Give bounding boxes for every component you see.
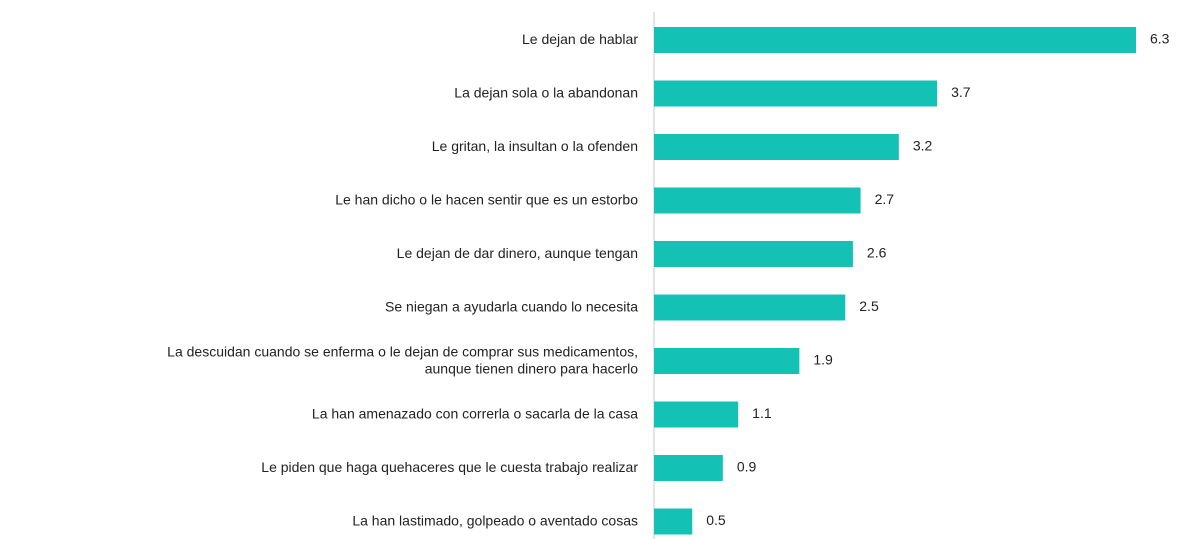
bar [654, 348, 800, 374]
value-label: 0.5 [706, 512, 726, 528]
category-label-line: Le piden que haga quehaceres que le cues… [261, 459, 638, 475]
category-label-line: La descuidan cuando se enferma o le deja… [167, 343, 638, 359]
category-label-line: Le dejan de hablar [522, 31, 638, 47]
category-label-line: La han amenazado con correrla o sacarla … [312, 405, 638, 421]
bar [654, 508, 693, 535]
value-label: 3.2 [913, 138, 933, 154]
value-label: 3.7 [951, 84, 971, 100]
value-label: 2.7 [875, 191, 895, 207]
category-label-line: Le gritan, la insultan o la ofenden [432, 138, 638, 154]
category-label-line: Le dejan de dar dinero, aunque tengan [397, 245, 638, 261]
bar [654, 241, 853, 267]
category-label: Se niegan a ayudarla cuando lo necesita [385, 298, 638, 314]
category-label: La descuidan cuando se enferma o le deja… [167, 343, 638, 376]
value-label: 1.1 [752, 405, 772, 421]
category-label: La han lastimado, golpeado o aventado co… [352, 512, 638, 528]
category-label: La han amenazado con correrla o sacarla … [312, 405, 638, 421]
bar [654, 27, 1136, 53]
bar [654, 187, 861, 214]
bar [654, 134, 899, 160]
value-label: 2.6 [867, 245, 887, 261]
category-label-line: La dejan sola o la abandonan [454, 84, 638, 100]
category-label: Le dejan de dar dinero, aunque tengan [397, 245, 638, 261]
category-label-line: aunque tienen dinero para hacerlo [425, 360, 638, 376]
category-label: La dejan sola o la abandonan [454, 84, 638, 100]
value-label: 6.3 [1150, 31, 1170, 47]
value-label: 0.9 [737, 459, 757, 475]
category-label-line: Se niegan a ayudarla cuando lo necesita [385, 298, 638, 314]
bar [654, 294, 846, 321]
category-label-line: La han lastimado, golpeado o aventado co… [352, 512, 638, 528]
category-label: Le gritan, la insultan o la ofenden [432, 138, 638, 154]
bar [654, 455, 723, 481]
value-label: 1.9 [813, 352, 833, 368]
category-label: Le piden que haga quehaceres que le cues… [261, 459, 638, 475]
bar [654, 401, 739, 428]
category-label-line: Le han dicho o le hacen sentir que es un… [335, 191, 638, 207]
bar [654, 80, 938, 107]
category-label: Le han dicho o le hacen sentir que es un… [335, 191, 638, 207]
category-label: Le dejan de hablar [522, 31, 638, 47]
value-label: 2.5 [859, 298, 879, 314]
